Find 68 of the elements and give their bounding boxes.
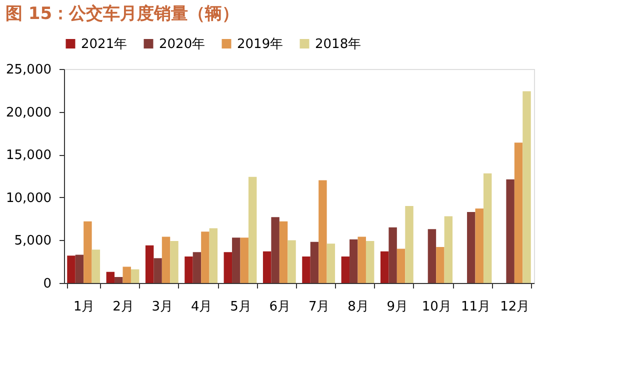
bar [279, 221, 288, 283]
bar [341, 256, 350, 283]
bar [506, 179, 514, 283]
x-tick-label: 8月 [348, 300, 369, 314]
bar [436, 247, 444, 283]
bar [84, 221, 92, 283]
bar [232, 238, 240, 283]
bar [467, 212, 476, 283]
bar [350, 239, 358, 283]
y-tick-label: 10,000 [6, 190, 52, 206]
bar [514, 142, 523, 283]
x-tick-label: 7月 [308, 300, 330, 314]
bar [170, 241, 178, 283]
bar [326, 244, 336, 283]
y-tick-label: 20,000 [6, 105, 52, 120]
bar [92, 250, 100, 283]
legend-label: 2021年 [81, 36, 128, 52]
bar [192, 252, 202, 283]
bar [162, 236, 170, 283]
legend-label: 2018年 [315, 36, 362, 52]
x-tick-label: 12月 [500, 300, 530, 314]
legend-label: 2020年 [159, 36, 206, 52]
bar [483, 173, 492, 283]
bar [396, 248, 406, 283]
y-tick-label: 5,000 [14, 234, 52, 249]
x-tick-label: 11月 [460, 300, 491, 314]
y-tick-label: 0 [43, 276, 52, 292]
x-tick-label: 5月 [230, 300, 252, 314]
bar [209, 228, 218, 283]
bar [75, 254, 84, 283]
bar [201, 232, 210, 283]
x-tick-label: 2月 [112, 300, 134, 314]
x-tick-label: 10月 [422, 300, 452, 314]
x-tick-label: 3月 [152, 300, 174, 314]
y-tick-label: 15,000 [6, 148, 52, 164]
bar [145, 245, 154, 283]
bar [240, 238, 248, 283]
x-tick-label: 6月 [269, 300, 291, 314]
bar [428, 229, 436, 283]
x-tick-label: 4月 [190, 300, 212, 314]
bar [522, 91, 531, 283]
bar [380, 251, 389, 283]
bar [405, 206, 414, 283]
bar [224, 252, 232, 283]
bar [366, 241, 374, 283]
bar [248, 176, 257, 283]
bar [388, 227, 397, 283]
bar [318, 180, 327, 283]
bar [106, 272, 115, 283]
bar [262, 251, 272, 283]
bar [122, 266, 131, 283]
x-tick-label: 1月 [73, 300, 95, 314]
bar [184, 256, 193, 283]
bar [358, 236, 366, 283]
bar [475, 208, 484, 283]
bar [130, 269, 140, 283]
y-tick-label: 25,000 [6, 62, 52, 78]
bar [154, 258, 162, 283]
bar [271, 217, 280, 283]
bar [302, 256, 310, 283]
x-tick-label: 9月 [386, 300, 408, 314]
bar [310, 242, 319, 283]
bar [114, 277, 123, 283]
bar [288, 240, 296, 283]
bar [67, 256, 76, 283]
legend-label: 2019年 [237, 36, 284, 52]
bar [444, 216, 453, 283]
chart-title: 图 15：公交车月度销量（辆） [6, 4, 240, 24]
